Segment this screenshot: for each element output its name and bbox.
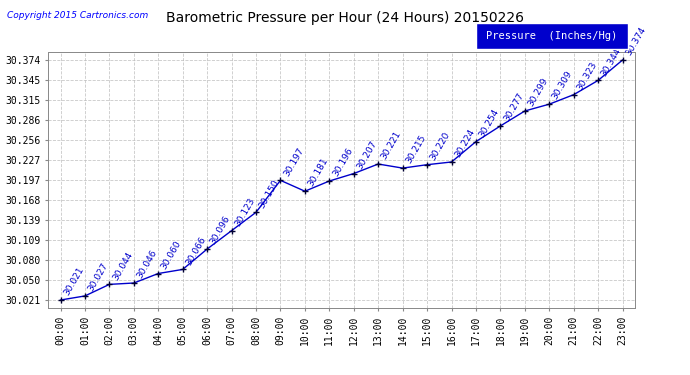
Text: 30.060: 30.060 — [159, 239, 184, 271]
Text: 30.066: 30.066 — [184, 235, 208, 267]
Text: 30.344: 30.344 — [600, 46, 623, 78]
Text: 30.207: 30.207 — [355, 139, 379, 171]
Text: 30.323: 30.323 — [575, 60, 599, 92]
Text: 30.181: 30.181 — [306, 156, 330, 189]
Text: 30.150: 30.150 — [257, 178, 281, 210]
Text: 30.254: 30.254 — [477, 107, 501, 139]
Text: 30.096: 30.096 — [208, 214, 232, 246]
Text: Pressure  (Inches/Hg): Pressure (Inches/Hg) — [486, 31, 618, 40]
Text: 30.021: 30.021 — [62, 266, 86, 297]
Text: 30.277: 30.277 — [502, 92, 525, 123]
Text: Copyright 2015 Cartronics.com: Copyright 2015 Cartronics.com — [7, 11, 148, 20]
Text: 30.123: 30.123 — [233, 196, 257, 228]
Text: 30.221: 30.221 — [380, 130, 403, 161]
Text: 30.046: 30.046 — [135, 249, 159, 280]
Text: 30.309: 30.309 — [551, 69, 574, 101]
Text: 30.044: 30.044 — [111, 250, 135, 282]
Text: 30.299: 30.299 — [526, 76, 550, 108]
Text: 30.224: 30.224 — [453, 128, 476, 159]
Text: Barometric Pressure per Hour (24 Hours) 20150226: Barometric Pressure per Hour (24 Hours) … — [166, 11, 524, 25]
Text: 30.374: 30.374 — [624, 26, 647, 57]
Text: 30.027: 30.027 — [86, 261, 110, 293]
Text: 30.215: 30.215 — [404, 134, 428, 165]
Text: 30.220: 30.220 — [428, 130, 452, 162]
Text: 30.196: 30.196 — [331, 146, 355, 178]
Text: 30.197: 30.197 — [282, 146, 306, 177]
